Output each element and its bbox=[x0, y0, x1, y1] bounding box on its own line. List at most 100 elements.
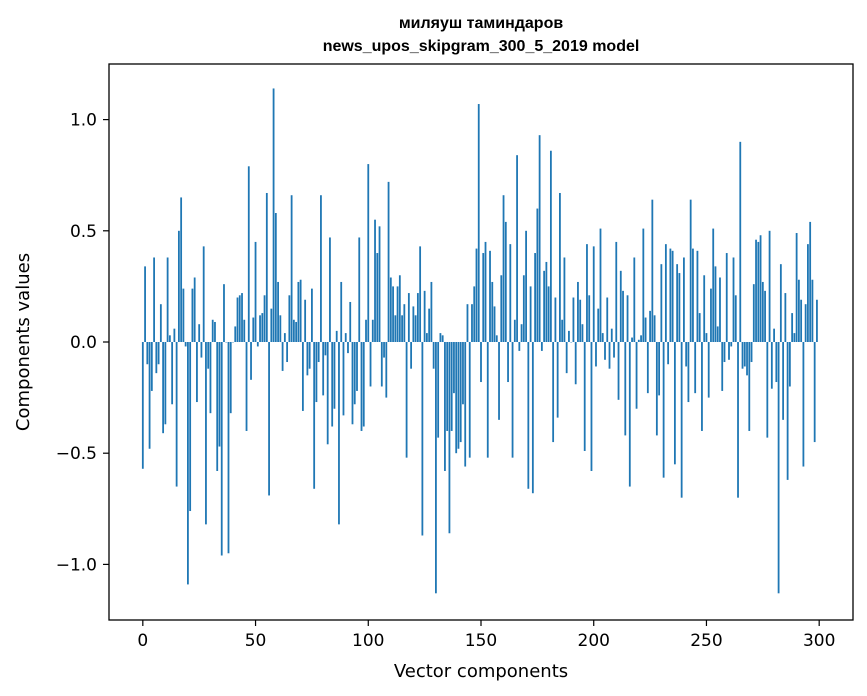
bar-component-208 bbox=[610, 328, 613, 342]
bar-component-152 bbox=[484, 241, 487, 342]
bar-component-291 bbox=[797, 279, 800, 342]
bar-component-260 bbox=[728, 342, 730, 360]
bar-component-250 bbox=[705, 333, 708, 342]
bar-component-85 bbox=[333, 342, 336, 409]
bar-component-245 bbox=[694, 342, 697, 394]
bar-component-264 bbox=[737, 342, 739, 498]
bar-component-129 bbox=[432, 342, 435, 369]
bar-component-238 bbox=[678, 273, 681, 342]
bar-component-44 bbox=[241, 293, 243, 342]
bar-component-8 bbox=[159, 304, 162, 342]
bar-component-83 bbox=[329, 237, 331, 342]
bar-component-24 bbox=[196, 342, 198, 403]
bar-component-92 bbox=[349, 301, 352, 342]
bar-component-3 bbox=[148, 342, 151, 449]
bar-component-22 bbox=[191, 288, 194, 342]
bar-component-23 bbox=[193, 277, 196, 342]
chart-title-line2: news_upos_skipgram_300_5_2019 model bbox=[323, 38, 640, 55]
bar-component-63 bbox=[283, 333, 286, 342]
x-tick-label: 100 bbox=[352, 631, 384, 651]
bar-component-297 bbox=[811, 279, 814, 342]
bar-component-133 bbox=[441, 335, 444, 342]
bar-component-277 bbox=[766, 342, 769, 438]
bar-component-287 bbox=[788, 342, 791, 387]
bar-component-199 bbox=[590, 342, 593, 471]
bar-component-242 bbox=[687, 342, 690, 403]
bar-component-64 bbox=[286, 342, 289, 363]
bar-component-70 bbox=[299, 279, 302, 342]
bar-component-100 bbox=[367, 164, 370, 342]
bar-component-112 bbox=[394, 315, 397, 342]
bar-component-7 bbox=[157, 342, 160, 365]
y-tick-label: 0.5 bbox=[70, 222, 97, 242]
bar-component-298 bbox=[813, 342, 816, 443]
bar-component-205 bbox=[604, 342, 606, 360]
bar-component-234 bbox=[669, 248, 672, 342]
bar-component-71 bbox=[301, 342, 304, 411]
bar-component-54 bbox=[263, 295, 266, 342]
bar-component-2 bbox=[146, 342, 149, 365]
bar-component-14 bbox=[173, 328, 176, 342]
bar-component-251 bbox=[707, 342, 710, 398]
bar-component-115 bbox=[401, 315, 403, 342]
bar-component-226 bbox=[651, 199, 654, 342]
bar-component-48 bbox=[250, 342, 252, 380]
bar-component-33 bbox=[216, 342, 219, 471]
bar-component-155 bbox=[491, 281, 494, 342]
bar-component-170 bbox=[525, 230, 527, 342]
bar-component-197 bbox=[586, 244, 588, 342]
bar-component-30 bbox=[209, 342, 212, 414]
bar-component-26 bbox=[200, 342, 203, 358]
bar-component-47 bbox=[247, 166, 250, 342]
bar-component-220 bbox=[637, 339, 640, 342]
bar-component-84 bbox=[331, 342, 334, 427]
x-tick-label: 300 bbox=[803, 631, 835, 651]
bar-component-89 bbox=[342, 342, 345, 416]
bar-component-53 bbox=[261, 313, 264, 342]
bar-component-293 bbox=[802, 342, 805, 467]
bar-component-62 bbox=[281, 342, 284, 371]
bar-component-20 bbox=[187, 342, 189, 585]
bar-component-193 bbox=[577, 281, 579, 342]
bar-component-29 bbox=[207, 342, 210, 369]
x-axis-ticks: 0 50 100 150 200 250 300 bbox=[137, 620, 835, 651]
bar-component-114 bbox=[398, 275, 401, 342]
bar-component-87 bbox=[338, 342, 340, 525]
bar-component-269 bbox=[748, 342, 751, 431]
bar-component-45 bbox=[243, 319, 246, 342]
bar-component-258 bbox=[723, 342, 726, 363]
bar-component-13 bbox=[171, 342, 174, 405]
bar-component-145 bbox=[468, 342, 471, 458]
bar-component-16 bbox=[177, 230, 180, 342]
x-tick-label: 0 bbox=[137, 631, 148, 651]
bar-component-126 bbox=[425, 333, 428, 342]
bar-component-125 bbox=[423, 290, 426, 342]
bar-component-59 bbox=[274, 213, 277, 342]
y-tick-label: −1.0 bbox=[56, 555, 97, 575]
bar-component-42 bbox=[236, 297, 239, 342]
bar-component-77 bbox=[315, 342, 318, 403]
bar-component-149 bbox=[477, 104, 480, 342]
bar-component-151 bbox=[482, 253, 485, 342]
bar-component-41 bbox=[234, 326, 237, 342]
bar-component-19 bbox=[184, 342, 187, 347]
bar-component-74 bbox=[308, 342, 311, 369]
bar-component-80 bbox=[322, 342, 325, 396]
bar-component-65 bbox=[288, 295, 291, 342]
bar-component-91 bbox=[347, 342, 349, 354]
bar-component-186 bbox=[561, 319, 564, 342]
bar-component-247 bbox=[698, 313, 701, 342]
bar-component-135 bbox=[446, 342, 449, 431]
bar-component-4 bbox=[150, 342, 153, 391]
bar-component-49 bbox=[252, 317, 255, 342]
bar-component-93 bbox=[351, 342, 354, 425]
bar-component-106 bbox=[380, 342, 383, 387]
bar-component-117 bbox=[405, 342, 408, 458]
bar-component-279 bbox=[770, 342, 773, 389]
bar-component-257 bbox=[721, 342, 724, 391]
bar-component-262 bbox=[732, 257, 735, 342]
bar-component-116 bbox=[403, 304, 406, 342]
bar-component-231 bbox=[662, 342, 665, 478]
bar-component-188 bbox=[565, 342, 568, 374]
bar-component-239 bbox=[680, 342, 683, 498]
